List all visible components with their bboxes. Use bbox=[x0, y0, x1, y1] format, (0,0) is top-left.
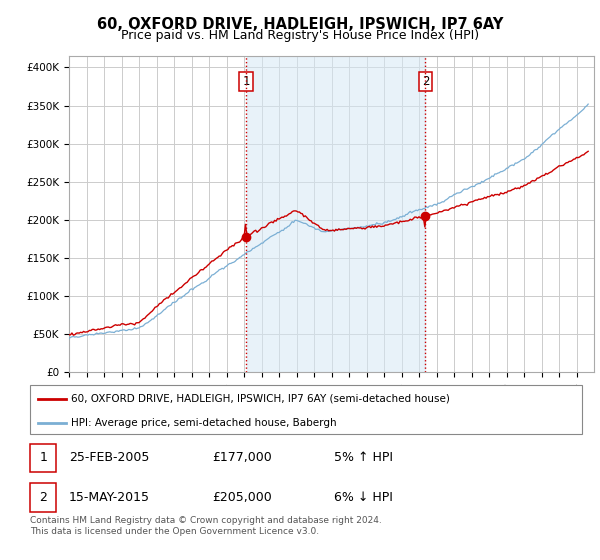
Text: 1: 1 bbox=[40, 451, 47, 464]
Text: 60, OXFORD DRIVE, HADLEIGH, IPSWICH, IP7 6AY (semi-detached house): 60, OXFORD DRIVE, HADLEIGH, IPSWICH, IP7… bbox=[71, 394, 450, 404]
Text: 2: 2 bbox=[422, 74, 429, 88]
Bar bbox=[30, 444, 56, 472]
Text: 6% ↓ HPI: 6% ↓ HPI bbox=[334, 491, 392, 504]
Text: 60, OXFORD DRIVE, HADLEIGH, IPSWICH, IP7 6AY: 60, OXFORD DRIVE, HADLEIGH, IPSWICH, IP7… bbox=[97, 17, 503, 32]
Text: 15-MAY-2015: 15-MAY-2015 bbox=[68, 491, 149, 504]
Bar bbox=[30, 483, 56, 512]
Text: 5% ↑ HPI: 5% ↑ HPI bbox=[334, 451, 392, 464]
Text: Price paid vs. HM Land Registry's House Price Index (HPI): Price paid vs. HM Land Registry's House … bbox=[121, 29, 479, 42]
Text: 1: 1 bbox=[242, 74, 250, 88]
Text: 2: 2 bbox=[40, 491, 47, 504]
Text: Contains HM Land Registry data © Crown copyright and database right 2024.
This d: Contains HM Land Registry data © Crown c… bbox=[30, 516, 382, 536]
Text: £205,000: £205,000 bbox=[212, 491, 272, 504]
Text: £177,000: £177,000 bbox=[212, 451, 272, 464]
Text: HPI: Average price, semi-detached house, Babergh: HPI: Average price, semi-detached house,… bbox=[71, 418, 337, 428]
Text: 25-FEB-2005: 25-FEB-2005 bbox=[68, 451, 149, 464]
